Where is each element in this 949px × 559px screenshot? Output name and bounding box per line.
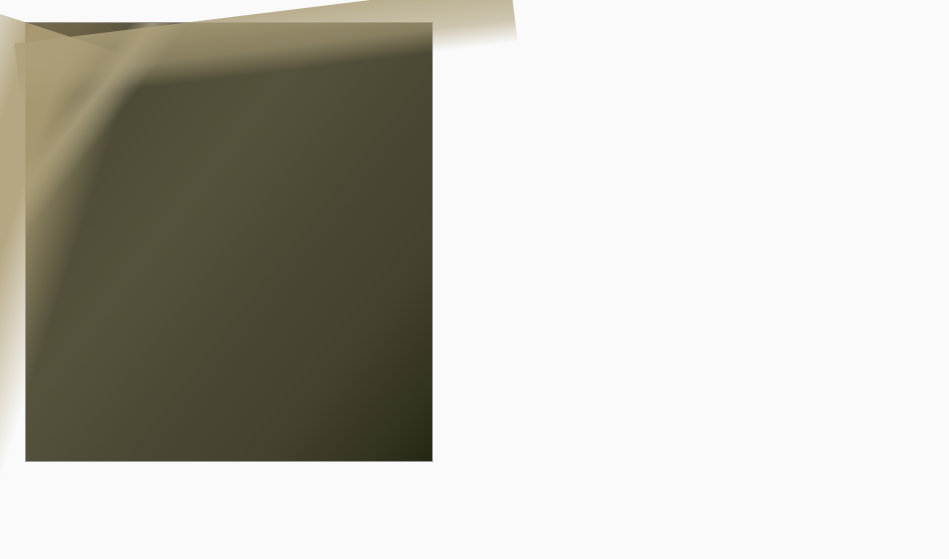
contour-panel — [443, 22, 913, 402]
satellite-panel — [25, 22, 433, 462]
content-row — [0, 12, 949, 462]
contour-canvas — [515, 30, 815, 180]
